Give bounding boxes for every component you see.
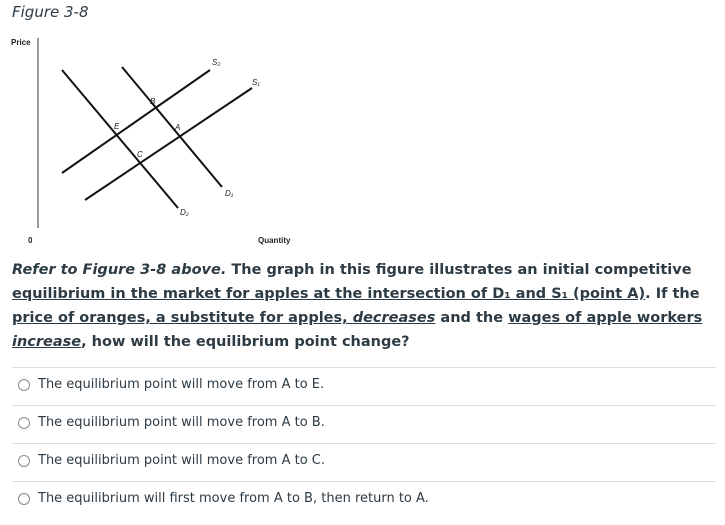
option-text: The equilibrium point will move from A t… — [38, 377, 325, 392]
question-text: decreases — [352, 310, 436, 326]
y-axis-label: Price — [11, 38, 31, 47]
question-text: . If the — [645, 286, 700, 302]
curve-label: S₁ — [252, 78, 260, 87]
curve-label: S₂ — [212, 58, 220, 67]
option-text: The equilibrium point will move from A t… — [38, 453, 326, 468]
origin-label: 0 — [28, 236, 33, 245]
demand-curve-1 — [121, 66, 223, 188]
point-label: E — [114, 122, 120, 131]
point-label: C — [137, 150, 143, 159]
answer-option[interactable]: The equilibrium point will move from A t… — [12, 405, 716, 444]
option-text: The equilibrium point will move from A t… — [38, 415, 325, 430]
answer-option[interactable]: The equilibrium point will move from A t… — [12, 443, 716, 482]
radio-button[interactable] — [18, 417, 30, 429]
question-text: wages of apple workers — [508, 310, 703, 326]
answer-option[interactable]: The equilibrium point will move from A t… — [12, 367, 716, 406]
question-text: , how will the equilibrium point change? — [81, 334, 410, 350]
supply-curve-1 — [84, 87, 253, 201]
question-text: equilibrium in the market for apples at … — [12, 286, 646, 302]
question: Refer to Figure 3-8 above. The graph in … — [12, 258, 717, 354]
question-text: The graph in this figure illustrates an … — [226, 262, 692, 278]
option-text: The equilibrium will first move from A t… — [38, 491, 429, 506]
question-text: Refer to Figure 3-8 above. — [12, 262, 227, 278]
radio-button[interactable] — [18, 493, 30, 505]
curve-label: D₂ — [180, 208, 189, 217]
x-axis-label: Quantity — [258, 236, 291, 245]
answer-option[interactable]: The equilibrium will first move from A t… — [12, 481, 716, 520]
demand-curve-2 — [61, 69, 179, 209]
point-label: A — [174, 123, 180, 132]
figure-title: Figure 3-8 — [12, 3, 89, 21]
question-text: price of oranges, a substitute for apple… — [12, 310, 353, 326]
supply-curve-2 — [61, 69, 211, 174]
curve-label: D₁ — [225, 189, 234, 198]
question-text: and the — [435, 310, 509, 326]
radio-button[interactable] — [18, 379, 30, 391]
radio-button[interactable] — [18, 455, 30, 467]
question-text: increase — [12, 334, 82, 350]
point-label: B — [150, 97, 156, 106]
diagram: Price 0 Quantity S₂ S₁ D₁ D₂ B E A C — [11, 38, 291, 245]
